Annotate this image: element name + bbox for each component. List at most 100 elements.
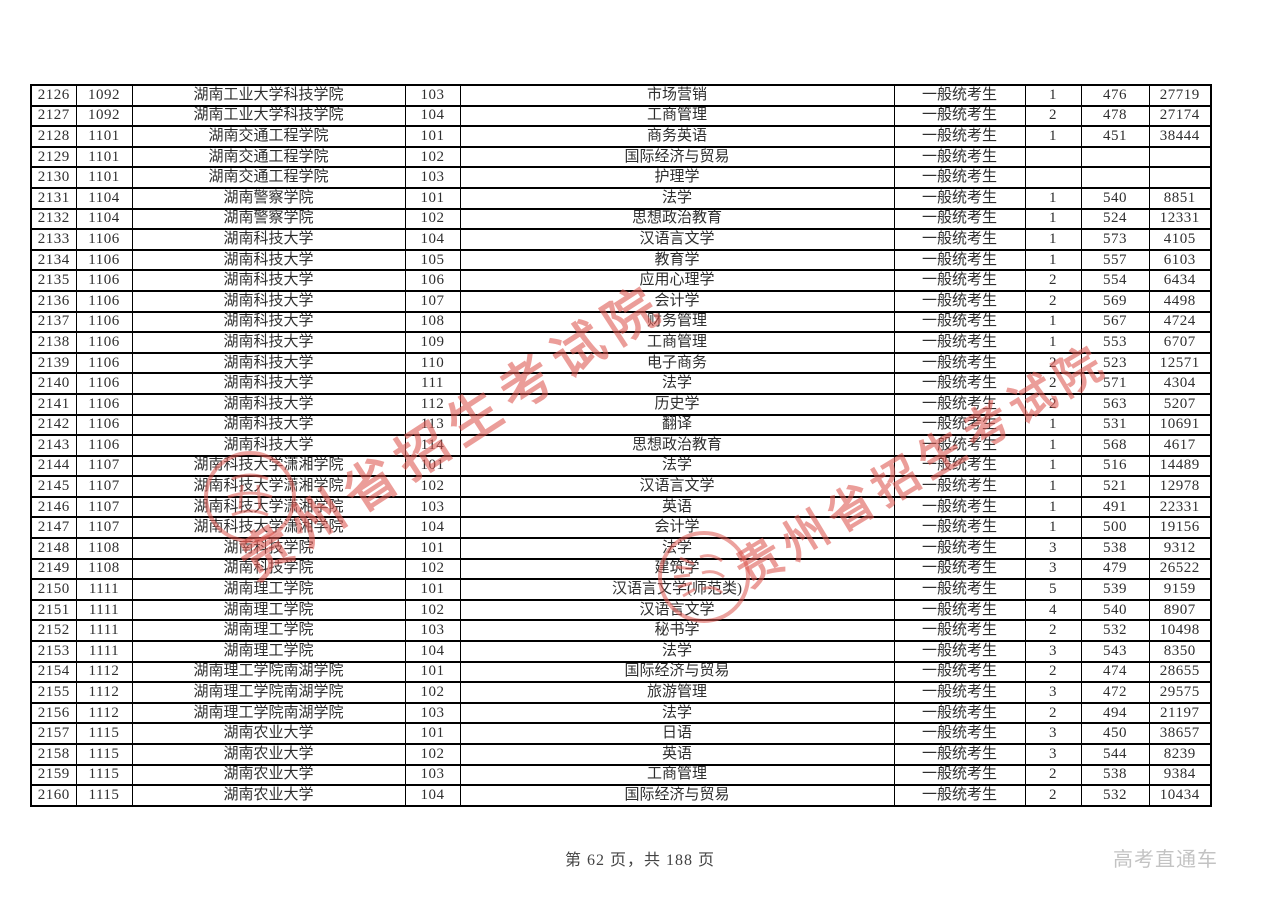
cell-college_name: 湖南科技大学潇湘学院 [131, 516, 406, 540]
cell-major_name: 市场营销 [459, 84, 895, 107]
cell-score: 523 [1080, 351, 1150, 375]
table-row: 2152 1111 湖南理工学院 103 秘书学 一般统考生 2 532 10498 [30, 619, 1212, 643]
cell-major_name: 汉语言文学 [459, 598, 895, 622]
cell-college_name: 湖南交通工程学院 [131, 145, 406, 169]
cell-rank: 4617 [1148, 434, 1212, 457]
cell-rank [1148, 166, 1212, 189]
cell-count: 2 [1024, 372, 1082, 395]
cell-college_code: 1104 [75, 186, 133, 210]
cell-college_code: 1106 [75, 392, 133, 416]
cell-college_name: 湖南科技大学 [131, 434, 406, 457]
cell-score: 450 [1080, 722, 1150, 745]
cell-college_name: 湖南交通工程学院 [131, 125, 406, 148]
cell-college_code: 1101 [75, 166, 133, 189]
cell-score: 494 [1080, 701, 1150, 725]
cell-count: 1 [1024, 495, 1082, 519]
cell-score: 532 [1080, 619, 1150, 643]
cell-candidate_type: 一般统考生 [893, 495, 1026, 519]
cell-college_name: 湖南警察学院 [131, 207, 406, 231]
cell-rank: 38657 [1148, 722, 1212, 745]
cell-major_name: 应用心理学 [459, 269, 895, 292]
cell-major_name: 工商管理 [459, 104, 895, 128]
table-row: 2145 1107 湖南科技大学潇湘学院 102 汉语言文学 一般统考生 1 521 12978 [30, 475, 1212, 498]
cell-college_name: 湖南科技大学 [131, 413, 406, 437]
cell-college_name: 湖南科技大学潇湘学院 [131, 495, 406, 519]
cell-seq: 2150 [30, 578, 77, 601]
cell-major_name: 法学 [459, 186, 895, 210]
cell-college_code: 1115 [75, 763, 133, 787]
cell-rank: 4304 [1148, 372, 1212, 395]
cell-major_name: 建筑学 [459, 557, 895, 581]
cell-count: 1 [1024, 516, 1082, 540]
page-indicator: 第 62 页，共 188 页 [564, 852, 715, 869]
cell-count: 1 [1024, 84, 1082, 107]
cell-candidate_type: 一般统考生 [893, 84, 1026, 107]
cell-candidate_type: 一般统考生 [893, 701, 1026, 725]
cell-major_code: 102 [404, 598, 461, 622]
cell-seq: 2137 [30, 310, 77, 334]
cell-seq: 2127 [30, 104, 77, 128]
cell-major_code: 112 [404, 392, 461, 416]
cell-score: 491 [1080, 495, 1150, 519]
cell-college_code: 1106 [75, 228, 133, 251]
cell-major_name: 法学 [459, 537, 895, 560]
cell-major_code: 102 [404, 743, 461, 766]
cell-seq: 2158 [30, 743, 77, 766]
cell-major_code: 102 [404, 681, 461, 704]
cell-candidate_type: 一般统考生 [893, 186, 1026, 210]
cell-major_code: 103 [404, 701, 461, 725]
cell-major_name: 法学 [459, 640, 895, 663]
cell-major_name: 会计学 [459, 289, 895, 313]
table-row: 2153 1111 湖南理工学院 104 法学 一般统考生 3 543 8350 [30, 640, 1212, 663]
cell-major_code: 102 [404, 145, 461, 169]
cell-seq: 2145 [30, 475, 77, 498]
cell-major_name: 翻译 [459, 413, 895, 437]
cell-college_code: 1104 [75, 207, 133, 231]
cell-college_name: 湖南科技大学 [131, 351, 406, 375]
cell-major_code: 108 [404, 310, 461, 334]
cell-score: 476 [1080, 84, 1150, 107]
cell-seq: 2142 [30, 413, 77, 437]
cell-seq: 2154 [30, 660, 77, 684]
cell-major_code: 103 [404, 763, 461, 787]
cell-score: 569 [1080, 289, 1150, 313]
cell-score: 567 [1080, 310, 1150, 334]
cell-count: 2 [1024, 763, 1082, 787]
cell-count: 1 [1024, 331, 1082, 354]
cell-count: 1 [1024, 125, 1082, 148]
cell-seq: 2159 [30, 763, 77, 787]
cell-score: 516 [1080, 454, 1150, 478]
cell-candidate_type: 一般统考生 [893, 104, 1026, 128]
cell-seq: 2149 [30, 557, 77, 581]
cell-major_name: 英语 [459, 495, 895, 519]
table-row: 2141 1106 湖南科技大学 112 历史学 一般统考生 2 563 5207 [30, 392, 1212, 416]
cell-candidate_type: 一般统考生 [893, 475, 1026, 498]
cell-score: 451 [1080, 125, 1150, 148]
cell-college_code: 1106 [75, 331, 133, 354]
cell-candidate_type: 一般统考生 [893, 248, 1026, 272]
table-row: 2154 1112 湖南理工学院南湖学院 101 国际经济与贸易 一般统考生 2 474 286… [30, 660, 1212, 684]
cell-rank: 38444 [1148, 125, 1212, 148]
cell-score: 521 [1080, 475, 1150, 498]
cell-college_code: 1092 [75, 104, 133, 128]
table-row: 2143 1106 湖南科技大学 114 思想政治教育 一般统考生 1 568 4617 [30, 434, 1212, 457]
table-row: 2129 1101 湖南交通工程学院 102 国际经济与贸易 一般统考生 [30, 145, 1212, 169]
cell-candidate_type: 一般统考生 [893, 145, 1026, 169]
cell-score: 553 [1080, 331, 1150, 354]
cell-seq: 2140 [30, 372, 77, 395]
cell-count: 2 [1024, 269, 1082, 292]
cell-count: 2 [1024, 619, 1082, 643]
cell-major_code: 101 [404, 537, 461, 560]
cell-college_name: 湖南理工学院 [131, 640, 406, 663]
cell-college_code: 1112 [75, 701, 133, 725]
cell-score: 554 [1080, 269, 1150, 292]
cell-major_name: 商务英语 [459, 125, 895, 148]
cell-rank: 19156 [1148, 516, 1212, 540]
cell-college_name: 湖南科技大学 [131, 228, 406, 251]
cell-count: 3 [1024, 743, 1082, 766]
cell-candidate_type: 一般统考生 [893, 125, 1026, 148]
cell-college_name: 湖南科技学院 [131, 557, 406, 581]
cell-rank: 4724 [1148, 310, 1212, 334]
table-row: 2144 1107 湖南科技大学潇湘学院 101 法学 一般统考生 1 516 14489 [30, 454, 1212, 478]
